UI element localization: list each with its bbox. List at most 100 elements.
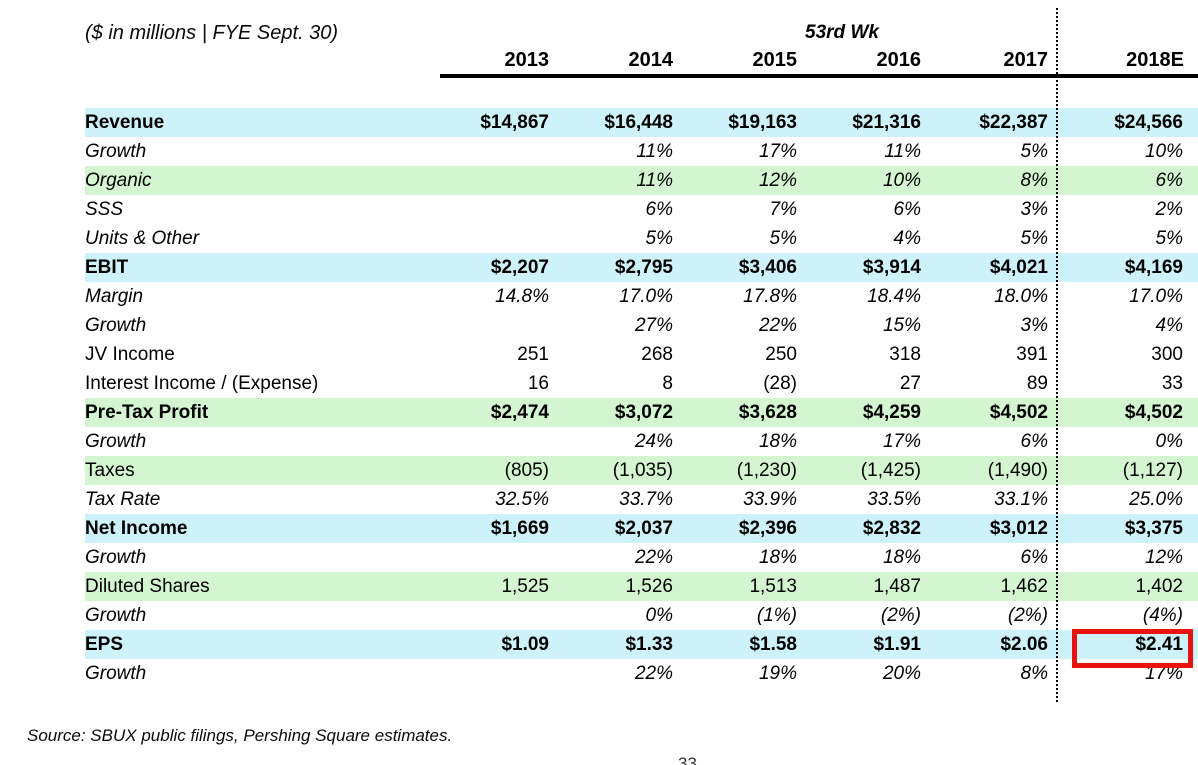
value-cell: 268 bbox=[641, 344, 673, 365]
row-label-cell: EBIT bbox=[85, 257, 129, 278]
value-cell: 11% bbox=[884, 141, 921, 162]
value-cell: 8 bbox=[662, 373, 673, 394]
row-label-cell: Growth bbox=[85, 547, 147, 568]
row-label-cell: Growth bbox=[85, 431, 147, 452]
value-cell bbox=[440, 311, 554, 340]
table-row: Net Income $1,669 $2,037 $2,396 $2,832 $3,012… bbox=[85, 514, 1198, 543]
value-cell: (2%) bbox=[1007, 605, 1048, 626]
value-cell: 1,462 bbox=[1000, 576, 1048, 597]
row-label-cell: Tax Rate bbox=[85, 489, 161, 510]
row-label-cell: Net Income bbox=[85, 518, 188, 539]
value-cell bbox=[440, 601, 554, 630]
value-cell: 2% bbox=[1155, 199, 1183, 220]
value-cell: 10% bbox=[882, 170, 921, 191]
value-cell: 17.0% bbox=[619, 286, 673, 307]
value-cell: $2,396 bbox=[738, 518, 797, 539]
value-cell: 18.4% bbox=[867, 286, 921, 307]
table-row: JV Income 251 268 250 318 391 300 bbox=[85, 340, 1198, 369]
value-cell: 22% bbox=[634, 663, 673, 684]
value-cell: (28) bbox=[763, 373, 797, 394]
value-cell: 5% bbox=[1155, 228, 1183, 249]
value-cell bbox=[440, 224, 554, 253]
value-cell: 89 bbox=[1026, 373, 1048, 394]
value-cell: 8% bbox=[1020, 170, 1048, 191]
value-cell: $22,387 bbox=[979, 112, 1048, 133]
row-label-cell: Growth bbox=[85, 315, 147, 336]
table-row: SSS 6% 7% 6% 3% 2% bbox=[85, 195, 1198, 224]
value-cell: $24,566 bbox=[1114, 112, 1183, 133]
table-row: Growth 0% (1%) (2%) (2%) (4%) bbox=[85, 601, 1198, 630]
value-cell: $4,259 bbox=[862, 402, 921, 423]
year-header-row: 2013 2014 2015 2016 2017 2018E bbox=[85, 46, 1198, 78]
row-label-cell: SSS bbox=[85, 199, 124, 220]
value-cell: $1.09 bbox=[501, 634, 549, 655]
value-cell: $3,072 bbox=[614, 402, 673, 423]
value-cell bbox=[440, 166, 554, 195]
value-cell: 12% bbox=[758, 170, 797, 191]
value-cell: 11% bbox=[636, 170, 673, 191]
value-cell: 7% bbox=[769, 199, 797, 220]
year-column-header: 2014 bbox=[554, 46, 678, 78]
value-cell: $4,169 bbox=[1124, 257, 1183, 278]
value-cell: $19,163 bbox=[728, 112, 797, 133]
value-cell: 33.5% bbox=[867, 489, 921, 510]
value-cell: 22% bbox=[634, 547, 673, 568]
value-cell: $4,502 bbox=[1124, 402, 1183, 423]
table-row: EPS $1.09 $1.33 $1.58 $1.91 $2.06 $2.41 bbox=[85, 630, 1198, 659]
value-cell: 300 bbox=[1151, 344, 1183, 365]
value-cell: $1,669 bbox=[490, 518, 549, 539]
value-cell: 17% bbox=[758, 141, 797, 162]
value-cell: 33.9% bbox=[743, 489, 797, 510]
value-cell: $3,628 bbox=[738, 402, 797, 423]
table-row: Revenue $14,867 $16,448 $19,163 $21,316 $22,3… bbox=[85, 108, 1198, 137]
value-cell: 1,513 bbox=[749, 576, 797, 597]
year-column-header: 2017 bbox=[926, 46, 1053, 78]
value-cell: 391 bbox=[1016, 344, 1048, 365]
value-cell: 0% bbox=[645, 605, 673, 626]
value-cell: $14,867 bbox=[480, 112, 549, 133]
value-cell: 25.0% bbox=[1129, 489, 1183, 510]
value-cell: 3% bbox=[1020, 315, 1048, 336]
row-label-cell: JV Income bbox=[85, 344, 175, 365]
value-cell bbox=[440, 543, 554, 572]
value-cell: 33.7% bbox=[619, 489, 673, 510]
value-cell: 17% bbox=[882, 431, 921, 452]
value-cell: $1.58 bbox=[749, 634, 797, 655]
value-cell: 10% bbox=[1144, 141, 1183, 162]
value-cell: 27 bbox=[899, 373, 921, 394]
year-column-header: 2016 bbox=[802, 46, 926, 78]
value-cell: 20% bbox=[882, 663, 921, 684]
value-cell: $21,316 bbox=[852, 112, 921, 133]
row-label-cell: EPS bbox=[85, 634, 124, 655]
value-cell: $1.91 bbox=[873, 634, 921, 655]
value-cell: 18% bbox=[758, 547, 797, 568]
value-cell: 3% bbox=[1020, 199, 1048, 220]
page-number: 33 bbox=[678, 754, 697, 765]
value-cell: 1,526 bbox=[625, 576, 673, 597]
value-cell: $1.33 bbox=[625, 634, 673, 655]
value-cell: 5% bbox=[645, 228, 673, 249]
table-row: EBIT $2,207 $2,795 $3,406 $3,914 $4,021 $4,169 bbox=[85, 253, 1198, 282]
row-label-cell: Growth bbox=[85, 141, 147, 162]
value-cell: $16,448 bbox=[604, 112, 673, 133]
table-row: Pre-Tax Profit $2,474 $3,072 $3,628 $4,259 $4… bbox=[85, 398, 1198, 427]
value-cell: 0% bbox=[1155, 431, 1183, 452]
source-note: Source: SBUX public filings, Pershing Sq… bbox=[27, 726, 453, 745]
value-cell: 16 bbox=[527, 373, 549, 394]
value-cell: 18% bbox=[882, 547, 921, 568]
fiscal-week-note: 53rd Wk bbox=[805, 22, 879, 43]
year-column-header: 2015 bbox=[678, 46, 802, 78]
value-cell: 17.0% bbox=[1129, 286, 1183, 307]
label-column-header bbox=[85, 46, 440, 76]
value-cell: 4% bbox=[1155, 315, 1183, 336]
table-row: Interest Income / (Expense) 16 8 (28) 27 89 33 bbox=[85, 369, 1198, 398]
table-row: Organic 11% 12% 10% 8% 6% bbox=[85, 166, 1198, 195]
table-row: Diluted Shares 1,525 1,526 1,513 1,487 1,462 1… bbox=[85, 572, 1198, 601]
financials-table: 2013 2014 2015 2016 2017 2018E Revenue $14,867… bbox=[85, 46, 1198, 688]
row-label-cell: Revenue bbox=[85, 112, 165, 133]
value-cell: 22% bbox=[758, 315, 797, 336]
value-cell: $4,502 bbox=[989, 402, 1048, 423]
value-cell: (1,035) bbox=[612, 460, 673, 481]
value-cell: $3,375 bbox=[1124, 518, 1183, 539]
